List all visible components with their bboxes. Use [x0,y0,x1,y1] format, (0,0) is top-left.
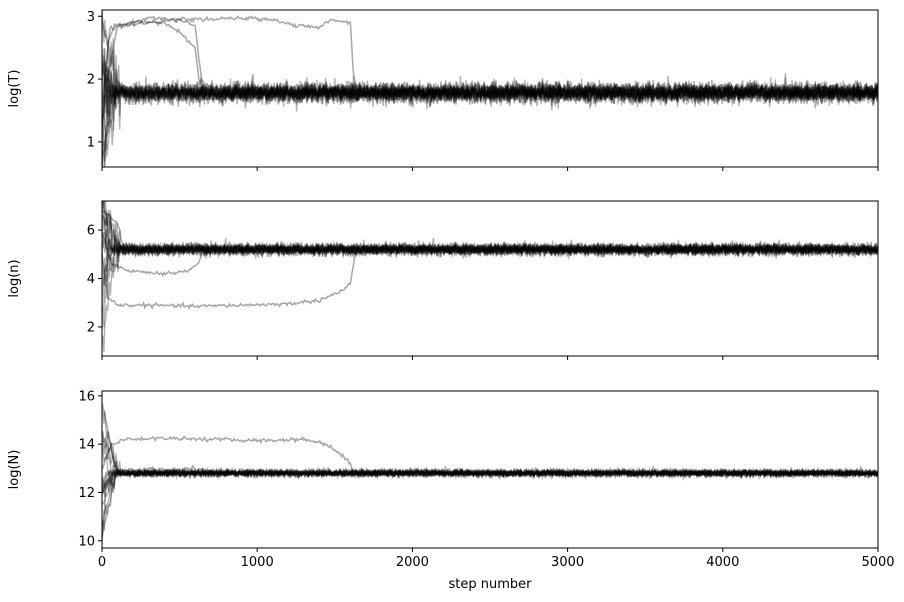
x-tick-label: 5000 [861,555,894,570]
walker-trace [102,214,878,272]
walker-trace-excursion [102,230,878,278]
walker-trace [102,76,878,139]
walker-trace [102,239,878,352]
y-tick-label: 2 [87,73,95,88]
walker-trace [102,240,878,285]
walker-trace [102,201,878,259]
walker-trace [102,206,878,259]
walker-trace-excursion [102,209,878,258]
x-tick-label: 3000 [551,555,584,570]
walker-trace [102,19,878,107]
walker-trace [102,79,878,163]
walker-trace-excursion [102,435,878,481]
axes-frame-log-nn [101,390,879,549]
y-axis-label-log-t: log(T) [7,70,22,108]
x-axis-label: step number [449,577,533,592]
walker-trace [102,466,878,540]
walker-trace [102,49,878,111]
walker-trace [102,465,878,538]
y-tick-label: 2 [87,320,95,335]
trace-lines-log-n [102,201,878,352]
y-tick-label: 3 [87,10,95,25]
axes-frame-log-t [101,9,879,168]
panel-log-t: 1 2 3 log(T) [7,9,879,171]
trace-lines-log-t [102,10,878,167]
walker-trace-excursion [102,15,878,130]
walker-trace-excursion [102,401,878,480]
y-tick-label: 1 [87,135,95,150]
panel-log-nn: 10 12 14 16 0 1000 2000 3000 4000 5000 log(N) step … [7,389,895,592]
y-tick-label: 14 [78,438,95,453]
walker-trace [102,73,878,121]
walker-trace [102,466,878,506]
x-tick-label: 1000 [241,555,274,570]
walker-trace [102,217,878,259]
walker-trace [102,466,878,528]
walker-trace [102,431,878,481]
walker-trace [102,466,878,497]
panel-log-n: 2 4 6 log(n) [7,200,879,360]
walker-trace [102,228,878,262]
y-tick-label: 12 [78,486,95,501]
walker-trace-excursion [102,19,878,123]
y-tick-label: 6 [87,224,95,239]
walker-trace [102,240,878,304]
trace-lines-log-nn [102,401,878,544]
walker-trace [102,71,878,167]
walker-trace [102,410,878,480]
x-tick-label: 2000 [396,555,429,570]
walker-trace [102,220,878,262]
axes-frame-log-n [101,200,879,357]
walker-trace [102,465,878,495]
walker-trace [102,436,878,481]
walker-trace [102,48,878,124]
walker-trace [102,430,878,480]
walker-trace [102,240,878,331]
x-tick-label: 0 [98,555,106,570]
walker-trace [102,444,878,481]
walker-trace [102,466,878,494]
y-tick-label: 10 [78,534,95,549]
y-tick-label: 16 [78,389,95,404]
x-tick-label: 4000 [706,555,739,570]
walker-trace [102,237,878,315]
walker-trace [102,234,878,282]
walker-trace [102,466,878,544]
walker-trace [102,10,878,116]
walker-trace [102,55,878,117]
walker-trace [102,68,878,167]
walker-trace-excursion [102,15,878,114]
walker-trace [102,464,878,498]
walker-trace [103,78,878,167]
walker-trace-excursion [102,464,878,493]
walker-trace [102,48,878,128]
walker-trace [102,201,878,259]
y-axis-label-log-nn: log(N) [7,450,22,490]
walker-trace [102,60,878,111]
y-axis-label-log-n: log(n) [7,259,22,297]
walker-trace-excursion [102,240,878,311]
walker-trace [102,79,878,167]
walker-trace [102,201,878,259]
y-tick-label: 4 [87,272,95,287]
